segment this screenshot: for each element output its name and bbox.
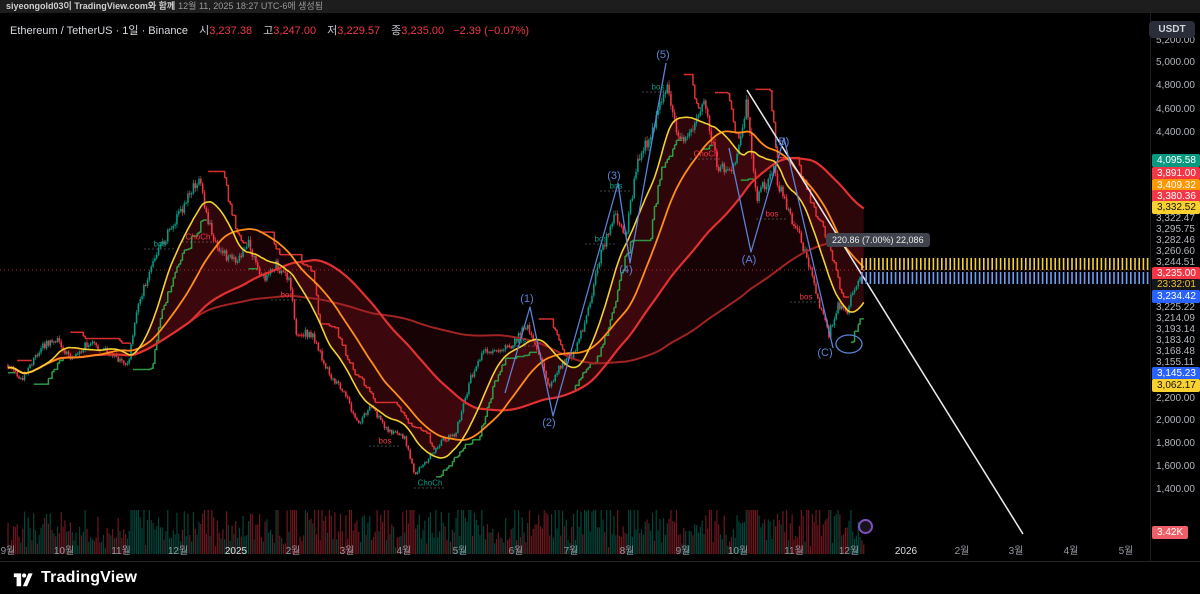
time-axis-label: 7월 [563, 546, 579, 557]
tradingview-logo-icon [13, 573, 33, 587]
price-axis-label: 3,891.00 [1152, 167, 1200, 180]
price-chart-canvas[interactable] [0, 13, 1150, 561]
currency-toggle-button[interactable]: USDT [1149, 21, 1195, 38]
price-axis-label: 2,000.00 [1156, 415, 1195, 426]
last-price-label: 3,235.00 [1152, 267, 1200, 280]
time-axis-label: 2025 [224, 546, 248, 557]
symbol-title[interactable]: Ethereum / TetherUS · 1일 · Binance [10, 25, 189, 37]
time-axis-label: 4월 [1063, 546, 1079, 557]
low-value: 3,229.57 [337, 25, 381, 37]
price-axis-label: 3,155.11 [1156, 357, 1195, 368]
attribution-user: siyeongold03이 TradingView.com와 함께 [6, 1, 176, 11]
price-axis-label: 4,600.00 [1156, 104, 1195, 115]
choch-label: ChoCh [693, 149, 719, 159]
choch-label: ChoCh [417, 478, 443, 488]
close-label: 종 [391, 25, 402, 37]
bos-label: bos [280, 290, 294, 300]
time-axis-label: 12월 [838, 546, 860, 557]
change-value: −2.39 (−0.07%) [453, 25, 530, 37]
symbol-info-bar[interactable]: Ethereum / TetherUS · 1일 · Binance 시3,23… [10, 22, 529, 38]
elliott-wave-label[interactable]: (2) [542, 417, 556, 429]
time-axis-label: 12월 [167, 546, 189, 557]
price-axis-label: 3,062.17 [1152, 379, 1200, 392]
chart-overlays: (1) (2) (3) (4) (5) (A) (B) (C) bos ChoCh bos bos Ch… [0, 13, 1150, 561]
footer-bar[interactable]: TradingView [0, 561, 1200, 594]
price-axis-label: 1,600.00 [1156, 461, 1195, 472]
bar-countdown: 23:32:01 [1152, 279, 1200, 291]
volume-axis-label: 3.42K [1152, 526, 1188, 539]
elliott-wave-label[interactable]: (4) [619, 264, 633, 276]
price-axis-label: 4,400.00 [1156, 127, 1195, 138]
time-axis-label: 3월 [339, 546, 355, 557]
close-value: 3,235.00 [401, 25, 445, 37]
price-axis-label: 3,145.23 [1152, 367, 1200, 380]
price-axis-label: 3,234.42 [1152, 290, 1200, 303]
bos-label: bos [378, 436, 392, 446]
high-label: 고 [263, 25, 274, 37]
price-axis-label: 3,193.14 [1156, 324, 1195, 335]
price-axis-label: 3,214.09 [1156, 313, 1195, 324]
price-axis-label: 4,800.00 [1156, 80, 1195, 91]
low-label: 저 [327, 25, 338, 37]
price-axis-label: 5,000.00 [1156, 57, 1195, 68]
price-range-tooltip[interactable]: 220.86 (7.00%) 22,086 [826, 233, 930, 247]
time-axis-label: 5월 [452, 546, 468, 557]
time-axis-label: 3월 [1008, 546, 1024, 557]
price-axis-label: 3,244.51 [1156, 257, 1195, 268]
brand-wordmark: TradingView [41, 569, 138, 586]
bos-label: bos [651, 82, 665, 92]
time-axis-label: 8월 [619, 546, 635, 557]
time-axis-label: 2월 [954, 546, 970, 557]
price-axis-label: 3,322.47 [1156, 213, 1195, 224]
time-axis-label: 11월 [111, 546, 131, 557]
price-axis-label: 3,332.52 [1152, 201, 1200, 214]
choch-label: ChoCh [185, 232, 211, 242]
price-axis-label: 5,200.00 [1156, 35, 1195, 46]
price-axis-label: 3,295.75 [1156, 224, 1195, 235]
bos-label: bos [609, 181, 623, 191]
time-axis[interactable]: 9월 10월 11월 12월 2025 2월 3월 4월 5월 6월 7월 8월 9월 10월 11월 12월… [0, 539, 1150, 561]
chart-area: (1) (2) (3) (4) (5) (A) (B) (C) bos ChoCh bos bos Ch… [0, 13, 1200, 561]
time-axis-label: 9월 [0, 546, 16, 557]
time-axis-label: 10월 [727, 546, 749, 557]
price-axis-label: 1,800.00 [1156, 438, 1195, 449]
price-axis-label: 3,225.22 [1156, 302, 1195, 313]
price-axis-label: 3,168.48 [1156, 346, 1195, 357]
price-axis-label: 4,095.58 [1152, 154, 1200, 167]
price-axis-label: 3,409.32 [1152, 179, 1200, 192]
price-axis-label: 3,282.46 [1156, 235, 1195, 246]
time-axis-label: 10월 [53, 546, 75, 557]
elliott-wave-label[interactable]: (C) [817, 347, 833, 359]
time-axis-label: 2월 [285, 546, 301, 557]
high-value: 3,247.00 [273, 25, 317, 37]
bos-label: bos [765, 209, 779, 219]
time-axis-label: 9월 [675, 546, 691, 557]
bos-label: bos [513, 336, 527, 346]
price-axis-label: 3,260.60 [1156, 246, 1195, 257]
open-label: 시 [199, 25, 210, 37]
attribution-text: 12월 11, 2025 18:27 UTC-6에 생성됨 [178, 1, 323, 11]
price-axis-label: 3,183.40 [1156, 335, 1195, 346]
price-axis-label: 1,400.00 [1156, 484, 1195, 495]
open-value: 3,237.38 [209, 25, 253, 37]
attribution-bar: siyeongold03이 TradingView.com와 함께 12월 11,… [0, 0, 1200, 13]
elliott-wave-label[interactable]: (3) [607, 170, 621, 182]
time-axis-label: 4월 [396, 546, 412, 557]
time-axis-label: 6월 [508, 546, 524, 557]
time-axis-label: 5월 [1118, 546, 1134, 557]
price-axis-label: 3,380.36 [1152, 190, 1200, 203]
bos-label: bos [153, 239, 167, 249]
floating-widget-icon[interactable] [858, 519, 873, 534]
time-axis-label: 11월 [784, 546, 804, 557]
elliott-wave-label[interactable]: (B) [774, 136, 790, 148]
price-axis[interactable]: 5,200.00 5,000.00 4,800.00 4,600.00 4,400.00… [1150, 13, 1200, 561]
elliott-wave-label[interactable]: (1) [520, 293, 534, 305]
bos-label: bos [594, 234, 608, 244]
bos-label: bos [799, 292, 813, 302]
price-axis-label: 2,200.00 [1156, 393, 1195, 404]
time-axis-label: 2026 [894, 546, 918, 557]
elliott-wave-label[interactable]: (5) [656, 49, 670, 61]
elliott-wave-label[interactable]: (A) [741, 254, 757, 266]
